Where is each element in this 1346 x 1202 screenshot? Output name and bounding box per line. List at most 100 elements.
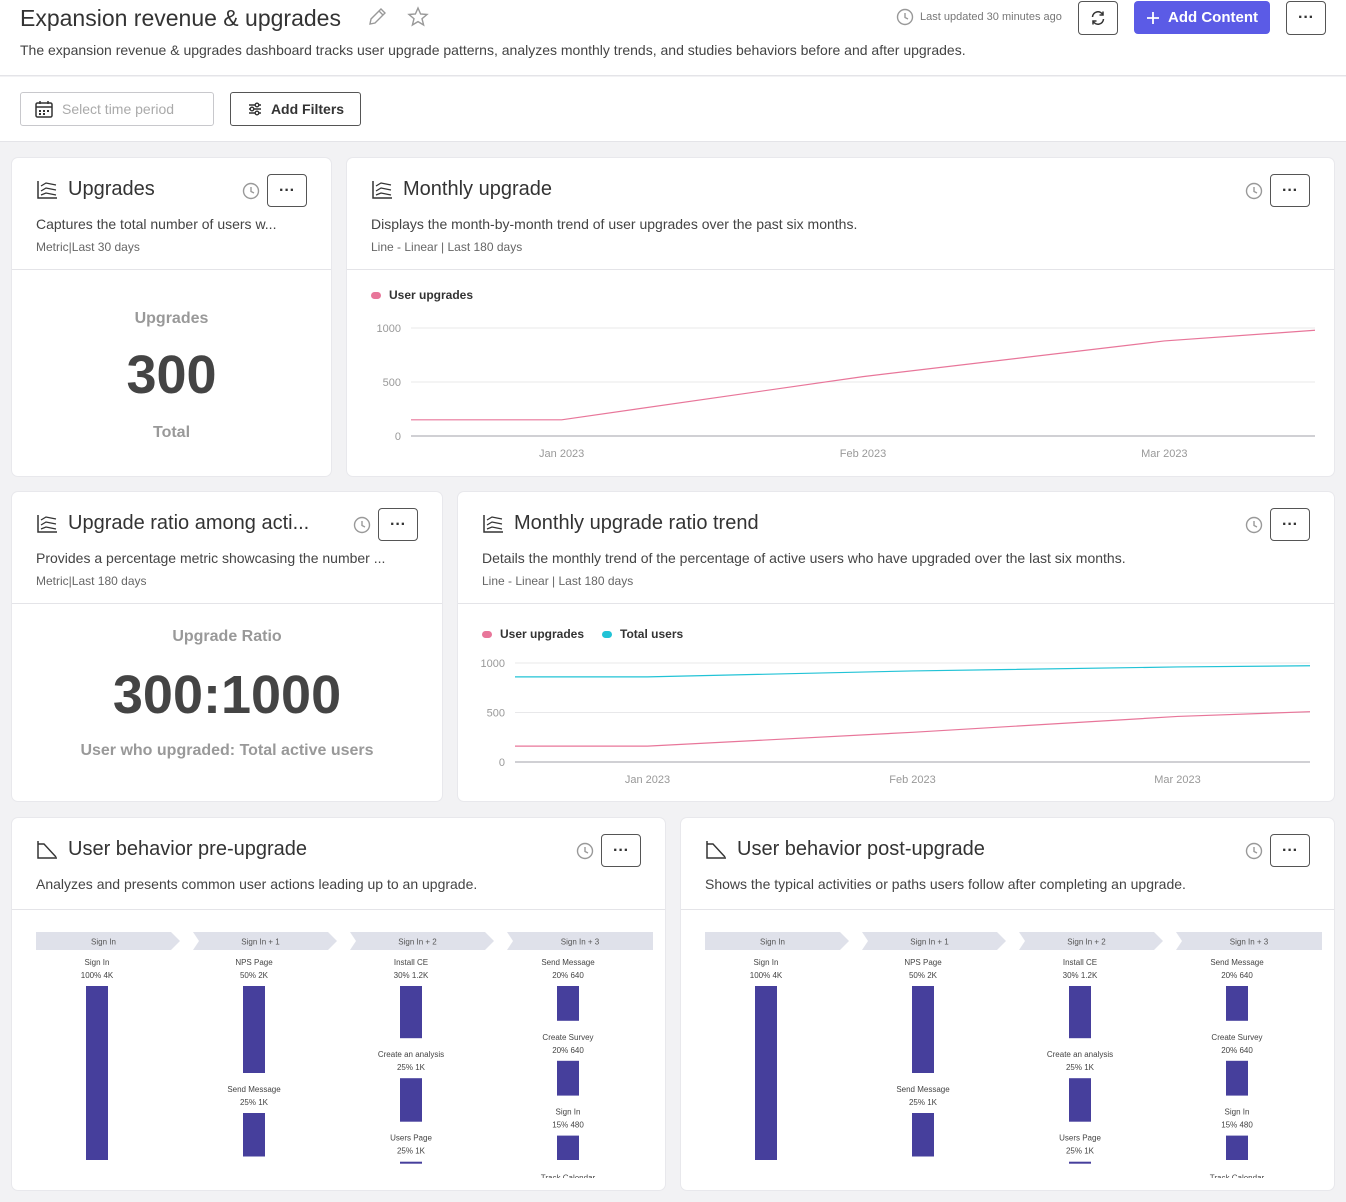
filter-sliders-icon bbox=[248, 102, 261, 116]
card-meta: Metric|Last 180 days bbox=[36, 574, 147, 588]
funnel-chart-icon bbox=[37, 840, 57, 859]
flow-node-stat: 25% 1K bbox=[397, 1147, 426, 1156]
metric-sublabel: Total bbox=[152, 424, 191, 441]
y-tick-label: 500 bbox=[383, 377, 401, 389]
filter-bar: Select time period Add Filters bbox=[0, 77, 1346, 142]
flow-node-stat: 50% 2K bbox=[909, 971, 938, 980]
post-upgrade-flow-chart: Sign In Sign In + 1 Sign In + 2 Sign In + 3… bbox=[705, 932, 1322, 1178]
legend-item[interactable]: User upgrades bbox=[371, 288, 473, 302]
flow-node-label: Create an analysis bbox=[1047, 1050, 1113, 1059]
flow-node-stat: 20% 640 bbox=[1221, 1046, 1253, 1055]
card-divider bbox=[12, 603, 442, 604]
card-more-button[interactable]: ··· bbox=[1270, 174, 1310, 207]
card-divider bbox=[12, 909, 665, 910]
refresh-icon bbox=[1091, 11, 1105, 25]
flow-bar bbox=[400, 986, 422, 1039]
more-dots-icon: ··· bbox=[279, 181, 295, 199]
flow-node-label: Sign In bbox=[754, 958, 779, 967]
flow-step-label: Sign In + 1 bbox=[910, 938, 949, 947]
more-dots-icon: ··· bbox=[1282, 515, 1298, 533]
more-dots-icon: ··· bbox=[1282, 181, 1298, 199]
flow-bar bbox=[1069, 1161, 1091, 1164]
upgrade-ratio-card: Upgrade ratio among acti... ··· Provides… bbox=[12, 492, 442, 801]
clock-icon[interactable] bbox=[1245, 842, 1263, 860]
edit-pencil-icon[interactable] bbox=[366, 6, 388, 28]
flow-bar bbox=[557, 986, 579, 1021]
flow-step-label: Sign In + 3 bbox=[1230, 938, 1269, 947]
card-title: User behavior pre-upgrade bbox=[36, 838, 307, 861]
flow-node-label: Create Survey bbox=[542, 1033, 593, 1042]
flow-node-label: Install CE bbox=[394, 958, 428, 967]
card-more-button[interactable]: ··· bbox=[601, 834, 641, 867]
card-title-text: Monthly upgrade bbox=[403, 178, 552, 200]
monthly-upgrade-card: Monthly upgrade ··· Displays the month-b… bbox=[347, 158, 1334, 476]
more-options-button[interactable]: ··· bbox=[1286, 1, 1326, 35]
line-chart-icon bbox=[37, 180, 57, 199]
flow-bar bbox=[400, 1078, 422, 1122]
flow-node-stat: 25% 1K bbox=[909, 1098, 938, 1107]
refresh-button[interactable] bbox=[1078, 1, 1118, 35]
flow-bar bbox=[755, 986, 777, 1160]
card-divider bbox=[12, 269, 331, 270]
ratio-trend-chart: 1000 500 0 Jan 2023 Feb 2023 Mar 2023 bbox=[481, 658, 1311, 786]
card-description: Displays the month-by-month trend of use… bbox=[371, 216, 858, 232]
card-meta: Line - Linear | Last 180 days bbox=[482, 574, 634, 588]
clock-icon[interactable] bbox=[353, 516, 371, 534]
flow-node-stat: 25% 1K bbox=[1066, 1063, 1095, 1072]
flow-step-label: Sign In + 1 bbox=[241, 938, 280, 947]
flow-node-stat: 20% 640 bbox=[552, 1046, 584, 1055]
metric-value: 300:1000 bbox=[112, 665, 342, 725]
flow-node-label: Sign In bbox=[85, 958, 110, 967]
card-more-button[interactable]: ··· bbox=[378, 508, 418, 541]
pre-upgrade-card: User behavior pre-upgrade ··· Analyzes a… bbox=[12, 818, 665, 1190]
flow-step-header bbox=[1176, 932, 1322, 950]
card-more-button[interactable]: ··· bbox=[267, 174, 307, 207]
flow-node-label: Install CE bbox=[1063, 958, 1097, 967]
clock-icon[interactable] bbox=[1245, 516, 1263, 534]
flow-step-header bbox=[193, 932, 337, 950]
flow-node-label: NPS Page bbox=[235, 958, 273, 967]
flow-step-header bbox=[862, 932, 1006, 950]
metric-value: 300 bbox=[126, 345, 217, 405]
last-updated: Last updated 30 minutes ago bbox=[896, 8, 1062, 26]
legend-label: User upgrades bbox=[389, 288, 474, 302]
flow-node-label: NPS Page bbox=[904, 958, 942, 967]
x-tick-label: Jan 2023 bbox=[539, 448, 584, 460]
ratio-trend-card: Monthly upgrade ratio trend ··· Details … bbox=[458, 492, 1334, 801]
top-bar: Expansion revenue & upgrades Last update… bbox=[0, 0, 1346, 76]
x-tick-label: Jan 2023 bbox=[625, 774, 670, 786]
card-title: Upgrade ratio among acti... bbox=[36, 512, 309, 535]
card-meta: Metric|Last 30 days bbox=[36, 240, 140, 254]
card-description: Shows the typical activities or paths us… bbox=[705, 876, 1186, 892]
flow-node-label: Send Message bbox=[1210, 958, 1264, 967]
page-description: The expansion revenue & upgrades dashboa… bbox=[20, 42, 966, 58]
series-line bbox=[515, 711, 1311, 747]
add-content-button[interactable]: Add Content bbox=[1134, 1, 1270, 34]
legend-label: Total users bbox=[620, 627, 684, 641]
flow-step-label: Sign In + 2 bbox=[398, 938, 437, 947]
funnel-chart-icon bbox=[706, 840, 726, 859]
flow-node-stat: 100% 4K bbox=[81, 971, 114, 980]
flow-bar bbox=[557, 1060, 579, 1096]
flow-step-header bbox=[507, 932, 653, 950]
clock-icon[interactable] bbox=[242, 182, 260, 200]
flow-node-label: Send Message bbox=[227, 1085, 281, 1094]
add-filters-button[interactable]: Add Filters bbox=[230, 92, 361, 126]
card-description: Captures the total number of users w... bbox=[36, 216, 277, 232]
clock-icon[interactable] bbox=[576, 842, 594, 860]
flow-bar bbox=[912, 1113, 934, 1157]
card-meta: Line - Linear | Last 180 days bbox=[371, 240, 523, 254]
card-more-button[interactable]: ··· bbox=[1270, 508, 1310, 541]
flow-node-stat: 25% 1K bbox=[397, 1063, 426, 1072]
clock-icon[interactable] bbox=[1245, 182, 1263, 200]
pre-upgrade-flow-chart: Sign In Sign In + 1 Sign In + 2 Sign In + 3… bbox=[36, 932, 653, 1178]
post-upgrade-card: User behavior post-upgrade ··· Shows the… bbox=[681, 818, 1334, 1190]
monthly-upgrade-chart: 1000 500 0 Jan 2023 Feb 2023 Mar 2023 bbox=[377, 323, 1316, 460]
time-period-select[interactable]: Select time period bbox=[20, 92, 214, 126]
legend-item[interactable]: Total users bbox=[602, 627, 683, 641]
card-more-button[interactable]: ··· bbox=[1270, 834, 1310, 867]
legend-item[interactable]: User upgrades bbox=[482, 627, 584, 641]
flow-node-stat: 100% 4K bbox=[750, 971, 783, 980]
favorite-star-icon[interactable] bbox=[406, 5, 430, 29]
flow-node-label: Sign In bbox=[556, 1108, 581, 1117]
